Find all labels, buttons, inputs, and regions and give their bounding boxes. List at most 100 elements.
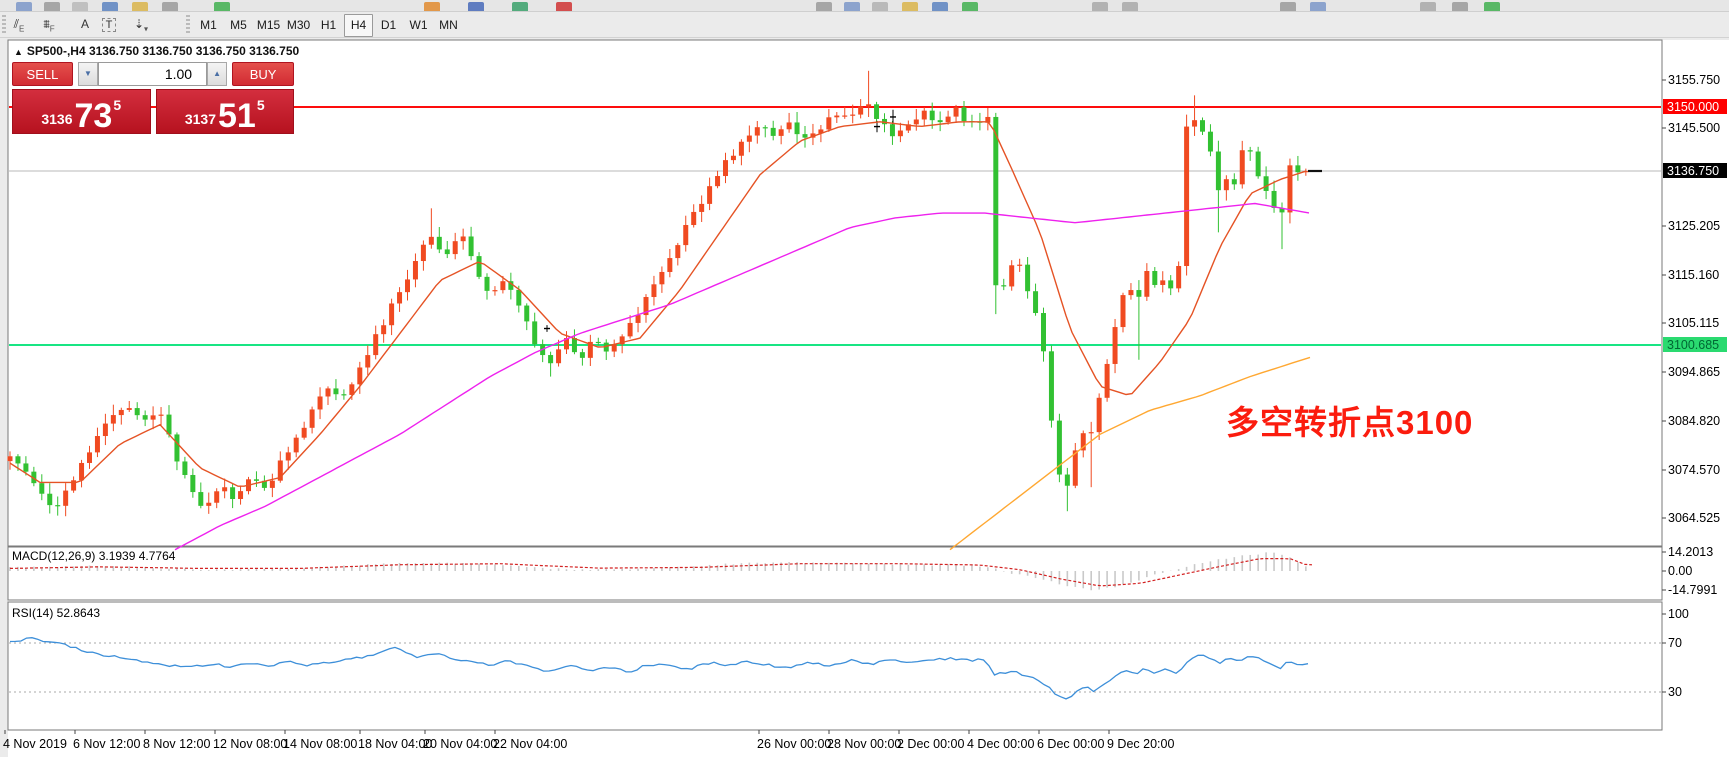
svg-text:70: 70	[1668, 636, 1682, 650]
timeframe-H4[interactable]: H4	[344, 14, 373, 37]
fibonacci-retracement-icon[interactable]: ⩩F	[43, 17, 55, 34]
svg-text:3064.525: 3064.525	[1668, 511, 1720, 525]
buy-price-sup: 5	[256, 97, 265, 113]
chart-annotation: 多空转折点3100	[1226, 404, 1474, 441]
one-click-trade-panel: SELL ▼ 1.00 ▲ BUY 3136 73 5 3137 51 5	[12, 62, 294, 134]
equidistant-channel-icon[interactable]: ⫽E	[13, 17, 25, 34]
arrow-styles-icon[interactable]: ⇣▾	[133, 17, 149, 34]
svg-text:3094.865: 3094.865	[1668, 365, 1720, 379]
svg-text:8 Nov 12:00: 8 Nov 12:00	[143, 737, 210, 751]
macd-signal-line	[9, 557, 1313, 587]
svg-text:14 Nov 08:00: 14 Nov 08:00	[283, 737, 357, 751]
svg-text:3155.750: 3155.750	[1668, 73, 1720, 87]
rsi-label: RSI(14) 52.8643	[12, 606, 100, 620]
buy-price-big: 51	[218, 97, 256, 135]
toolbar-icon[interactable]	[1420, 2, 1436, 11]
svg-text:18 Nov 04:00: 18 Nov 04:00	[358, 737, 432, 751]
svg-text:6 Nov 12:00: 6 Nov 12:00	[73, 737, 140, 751]
volume-input[interactable]: 1.00	[97, 62, 208, 86]
sell-price-sup: 5	[113, 97, 122, 113]
toolbar-grip[interactable]	[2, 15, 6, 33]
text-box-icon[interactable]: T	[98, 14, 120, 34]
slow-ma	[949, 356, 1311, 551]
time-axis: 4 Nov 2019 6 Nov 12:00 8 Nov 12:00 12 Nov 0…	[3, 730, 1174, 751]
svg-text:2 Dec 00:00: 2 Dec 00:00	[897, 737, 964, 751]
sell-price-display[interactable]: 3136 73 5	[12, 89, 151, 134]
text-label-icon[interactable]: A	[80, 17, 89, 31]
svg-text:0.00: 0.00	[1668, 564, 1692, 578]
toolbar-icon[interactable]	[902, 2, 918, 11]
moving-averages	[9, 121, 1311, 551]
macd-panel: 14.2013 0.00 -14.7991 MACD(12,26,9) 3.1939 …	[9, 545, 1717, 597]
fast-ma	[9, 121, 1307, 487]
svg-text:22 Nov 04:00: 22 Nov 04:00	[493, 737, 567, 751]
toolbar-grip[interactable]	[186, 15, 190, 33]
toolbar-icon[interactable]	[1092, 2, 1108, 11]
toolbar-icon[interactable]	[1280, 2, 1296, 11]
sell-price-small: 3136	[41, 111, 73, 127]
toolbar-icon[interactable]	[1452, 2, 1468, 11]
toolbar-icon[interactable]	[132, 2, 148, 11]
svg-text:3074.570: 3074.570	[1668, 463, 1720, 477]
buy-price-small: 3137	[184, 111, 217, 127]
macd-label: MACD(12,26,9) 3.1939 4.7764	[12, 549, 176, 563]
timeframe-MN[interactable]: MN	[439, 18, 458, 32]
svg-text:3100.685: 3100.685	[1667, 338, 1719, 352]
svg-text:3105.115: 3105.115	[1668, 316, 1719, 330]
toolbar-icon[interactable]	[1484, 2, 1500, 11]
timeframe-H1[interactable]: H1	[320, 18, 337, 32]
price-axis: 3155.750 3145.500 3125.205 3115.160 3105.115…	[1662, 73, 1727, 525]
toolbar-icon[interactable]	[44, 2, 60, 11]
clipped-toolbar-row	[0, 0, 1729, 12]
candles-layer	[7, 70, 1309, 517]
svg-text:100: 100	[1668, 607, 1689, 621]
toolbar-icon[interactable]	[1310, 2, 1326, 11]
sell-price-big: 73	[74, 97, 113, 135]
toolbar-icon[interactable]	[214, 2, 230, 11]
buy-price-display[interactable]: 3137 51 5	[155, 89, 294, 135]
toolbar-icon[interactable]	[16, 2, 32, 11]
timeframe-bar: M1 M5 M15 M30 H1 H4 D1 W1 MN	[194, 14, 464, 37]
svg-text:28 Nov 00:00: 28 Nov 00:00	[827, 737, 901, 751]
svg-text:3125.205: 3125.205	[1668, 219, 1720, 233]
svg-text:14.2013: 14.2013	[1668, 545, 1713, 559]
toolbar-icon[interactable]	[556, 2, 572, 11]
svg-text:3115.160: 3115.160	[1668, 268, 1719, 282]
toolbar-icon[interactable]	[816, 2, 832, 11]
timeframe-D1[interactable]: D1	[380, 18, 397, 32]
mid-ma	[174, 202, 1310, 551]
svg-text:9 Dec 20:00: 9 Dec 20:00	[1107, 737, 1174, 751]
timeframe-M1[interactable]: M1	[200, 18, 217, 32]
toolbar-icon[interactable]	[72, 2, 88, 11]
toolbar-icon[interactable]	[872, 2, 888, 11]
toolbar-icon[interactable]	[512, 2, 528, 11]
svg-text:3145.500: 3145.500	[1668, 121, 1720, 135]
svg-text:3150.000: 3150.000	[1667, 100, 1719, 114]
svg-text:12 Nov 08:00: 12 Nov 08:00	[213, 737, 287, 751]
svg-text:-14.7991: -14.7991	[1668, 583, 1717, 597]
sell-button[interactable]: SELL	[12, 62, 73, 86]
toolbar-icon[interactable]	[962, 2, 978, 11]
rsi-line	[9, 637, 1309, 700]
toolbar-icon[interactable]	[932, 2, 948, 11]
toolbar-icon[interactable]	[102, 2, 118, 11]
toolbar-icon[interactable]	[844, 2, 860, 11]
rsi-panel: 100 70 30 RSI(14) 52.8643	[9, 606, 1689, 700]
symbol-title: ▲ SP500-,H4 3136.750 3136.750 3136.750 31…	[14, 44, 300, 58]
timeframe-M5[interactable]: M5	[230, 18, 247, 32]
toolbar-icon[interactable]	[424, 2, 440, 11]
volume-decrease-button[interactable]: ▼	[77, 62, 98, 86]
svg-text:26 Nov 00:00: 26 Nov 00:00	[757, 737, 831, 751]
svg-text:4 Nov 2019: 4 Nov 2019	[3, 737, 67, 751]
buy-button[interactable]: BUY	[232, 62, 294, 86]
main-toolbar: ⫽E ⩩F A T ⇣▾ M1 M5 M15 M30 H1 H4 D1 W1 MN	[0, 12, 1729, 38]
toolbar-icon[interactable]	[1122, 2, 1138, 11]
collapse-arrow-icon[interactable]: ▲	[14, 47, 23, 57]
toolbar-icon[interactable]	[162, 2, 178, 11]
toolbar-icon[interactable]	[468, 2, 484, 11]
timeframe-M15[interactable]: M15	[256, 18, 281, 32]
timeframe-M30[interactable]: M30	[286, 18, 311, 32]
volume-increase-button[interactable]: ▲	[207, 62, 228, 86]
timeframe-W1[interactable]: W1	[409, 18, 428, 32]
